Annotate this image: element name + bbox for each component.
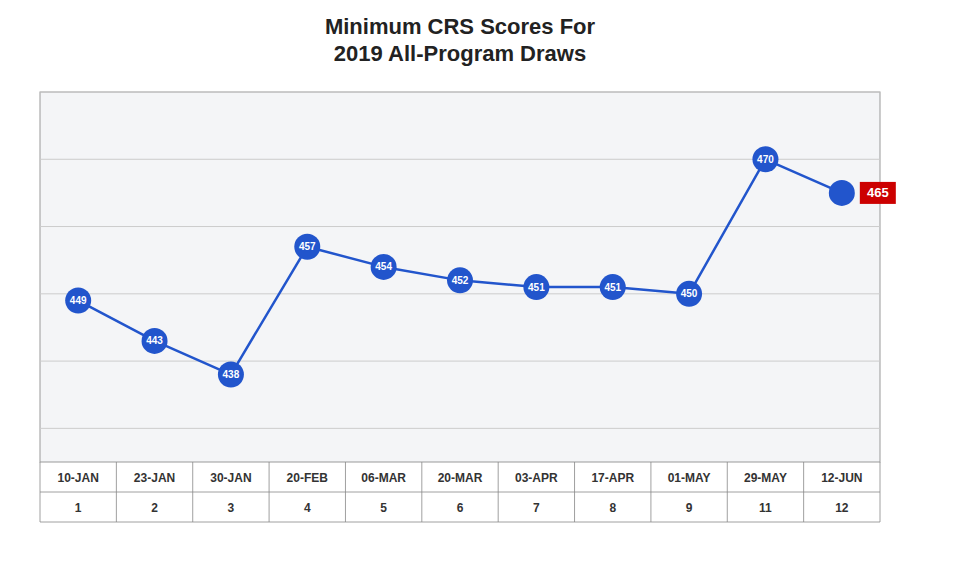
- grid-line: [40, 361, 880, 362]
- table-separator: [192, 462, 193, 522]
- table-separator: [40, 462, 41, 522]
- x-tick-label: 17-APR8: [591, 471, 634, 515]
- data-point: [676, 281, 702, 307]
- x-tick-label: 20-MAR6: [438, 471, 483, 515]
- data-point: [752, 146, 778, 172]
- data-point: [829, 180, 855, 206]
- chart-title: Minimum CRS Scores For2019 All-Program D…: [325, 14, 596, 66]
- data-label: 451: [528, 282, 545, 293]
- data-labels: 449 443 438 457 454 452 451 451 450 470 465: [70, 154, 896, 380]
- plot-frame: [40, 92, 880, 462]
- grid-line: [40, 226, 880, 227]
- data-label: 452: [452, 275, 469, 286]
- data-label: 438: [223, 369, 240, 380]
- data-line: [78, 159, 842, 374]
- grid-line: [40, 293, 880, 294]
- data-label: 451: [604, 282, 621, 293]
- x-tick-label: 01-MAY9: [668, 471, 711, 515]
- data-label: 470: [757, 154, 774, 165]
- x-tick-label: 10-JAN1: [58, 471, 99, 515]
- table-separator: [269, 462, 270, 522]
- table-border: [40, 492, 880, 493]
- data-point: [294, 234, 320, 260]
- x-tick-label: 30-JAN3: [210, 471, 251, 515]
- data-label: 457: [299, 241, 316, 252]
- chart-container: Minimum CRS Scores For2019 All-Program D…: [0, 0, 961, 577]
- data-point: [523, 274, 549, 300]
- data-point: [65, 288, 91, 314]
- data-point: [218, 362, 244, 388]
- table-separator: [727, 462, 728, 522]
- table-separator: [498, 462, 499, 522]
- x-tick-label: 03-APR7: [515, 471, 558, 515]
- x-tick-label: 20-FEB4: [287, 471, 329, 515]
- x-tick-label: 29-MAY11: [744, 471, 787, 515]
- data-label: 449: [70, 295, 87, 306]
- data-label: 443: [146, 335, 163, 346]
- x-tick-label: 06-MAR5: [361, 471, 406, 515]
- table-separator: [574, 462, 575, 522]
- data-point: [447, 267, 473, 293]
- data-point: [142, 328, 168, 354]
- table-separator: [345, 462, 346, 522]
- x-tick-label: 23-JAN2: [134, 471, 175, 515]
- data-label: 450: [681, 288, 698, 299]
- data-point: [600, 274, 626, 300]
- last-label-box: [860, 182, 896, 204]
- table-separator: [650, 462, 651, 522]
- data-group: [65, 146, 855, 387]
- table-border: [40, 522, 880, 523]
- data-label: 465: [867, 185, 889, 200]
- grid-line: [40, 92, 880, 93]
- data-point: [371, 254, 397, 280]
- grid-line: [40, 428, 880, 429]
- table-separator: [803, 462, 804, 522]
- table-separator: [421, 462, 422, 522]
- table-separator: [880, 462, 881, 522]
- table-separator: [116, 462, 117, 522]
- x-label-table: 10-JAN1 23-JAN2 30-JAN3 20-FEB4 06-MAR5 20-MA…: [40, 462, 880, 522]
- chart-svg: Minimum CRS Scores For2019 All-Program D…: [0, 0, 961, 577]
- x-tick-label: 12-JUN12: [821, 471, 862, 515]
- data-label: 454: [375, 261, 392, 272]
